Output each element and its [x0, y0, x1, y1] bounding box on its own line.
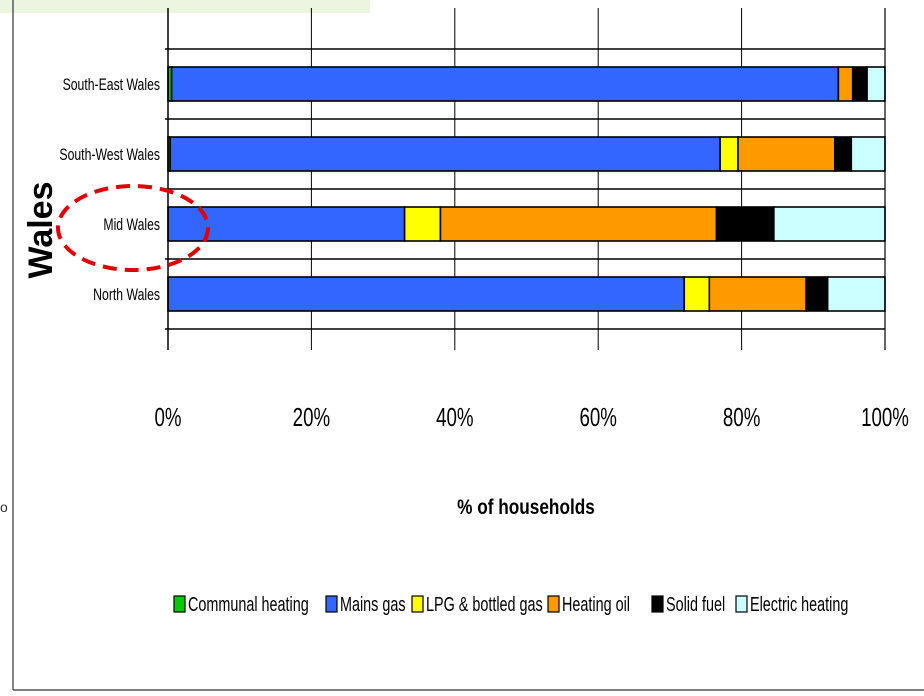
- legend-item: Communal heating: [188, 593, 309, 616]
- legend-swatch: [736, 596, 747, 612]
- legend-label: Communal heating: [188, 593, 309, 616]
- bar-segment: [440, 207, 716, 241]
- x-tick-label-group: 20%: [293, 402, 330, 432]
- x-tick-label-group: 100%: [861, 402, 909, 432]
- bar-segment: [684, 277, 709, 311]
- legend-item: Mains gas: [340, 593, 406, 616]
- x-tick-label: 60%: [579, 402, 616, 432]
- legend-swatch: [548, 596, 559, 612]
- legend-label: LPG & bottled gas: [426, 593, 543, 616]
- bar-segment: [405, 207, 441, 241]
- bar-segment: [168, 277, 684, 311]
- legend-label: Mains gas: [340, 593, 406, 616]
- bar-segment: [720, 137, 738, 171]
- bar-segment: [851, 137, 885, 171]
- legend-label: Electric heating: [750, 593, 848, 616]
- category-label-group: Mid Wales: [103, 216, 160, 234]
- legend: Communal heating Mains gas LPG & bottled g…: [174, 593, 848, 616]
- x-axis-label: % of households: [457, 497, 595, 520]
- x-tick-labels: 0% 20% 40% 60% 80% 100%: [154, 402, 908, 432]
- bar-segment: [774, 207, 885, 241]
- bar-segment: [853, 67, 867, 101]
- x-tick-label-group: 80%: [723, 402, 760, 432]
- category-label: North Wales: [93, 286, 160, 304]
- slide-accent-bar: [0, 0, 370, 13]
- category-label-group: South-East Wales: [63, 76, 160, 94]
- bar-segment: [172, 67, 839, 101]
- slide-edge-glyph: o: [0, 499, 8, 515]
- category-labels: South-East Wales South-West Wales Mid Wale…: [59, 76, 160, 304]
- category-label-group: South-West Wales: [59, 146, 160, 164]
- legend-swatch: [412, 596, 423, 612]
- legend-label: Solid fuel: [666, 593, 725, 616]
- bar-segment: [835, 137, 851, 171]
- x-tick-label: 80%: [723, 402, 760, 432]
- category-label: Mid Wales: [103, 216, 160, 234]
- legend-label: Heating oil: [562, 593, 630, 616]
- legend-swatch: [174, 596, 185, 612]
- x-tick-label: 0%: [154, 402, 181, 432]
- category-label: South-West Wales: [59, 146, 160, 164]
- bar-segment: [806, 277, 828, 311]
- x-tick-label-group: 0%: [154, 402, 181, 432]
- legend-item: LPG & bottled gas: [426, 593, 543, 616]
- region-label: Wales: [22, 181, 60, 278]
- bar-segment: [170, 137, 720, 171]
- legend-item: Heating oil: [562, 593, 630, 616]
- bar-segment: [717, 207, 774, 241]
- bar-segment: [738, 137, 835, 171]
- bar-segment: [828, 277, 885, 311]
- x-tick-label-group: 40%: [436, 402, 473, 432]
- bar-segment: [709, 277, 806, 311]
- legend-item: Solid fuel: [666, 593, 725, 616]
- category-label: South-East Wales: [63, 76, 160, 94]
- category-label-group: North Wales: [93, 286, 160, 304]
- legend-item: Electric heating: [750, 593, 848, 616]
- x-tick-label: 20%: [293, 402, 330, 432]
- x-tick-label-group: 60%: [579, 402, 616, 432]
- x-tick-label: 40%: [436, 402, 473, 432]
- legend-swatch: [326, 596, 337, 612]
- x-tick-label: 100%: [861, 402, 909, 432]
- bar-segment: [867, 67, 885, 101]
- legend-swatch: [652, 596, 663, 612]
- bar-segment: [838, 67, 852, 101]
